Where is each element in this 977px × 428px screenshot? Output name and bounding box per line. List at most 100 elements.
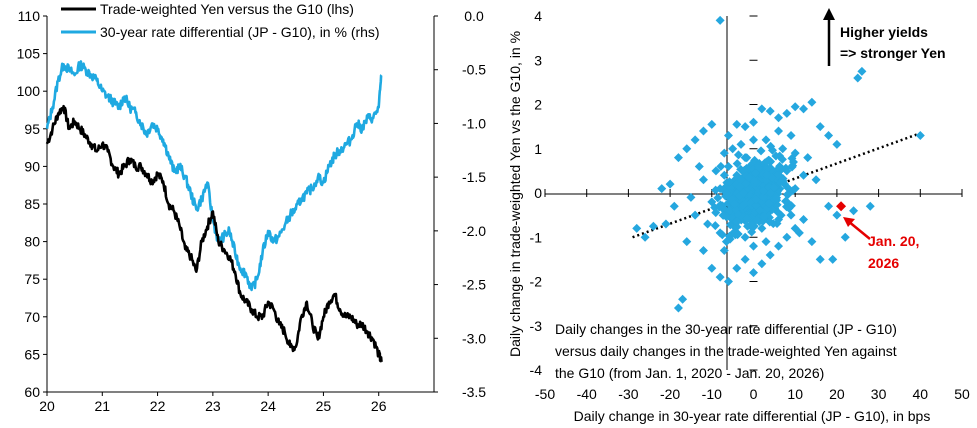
scatter-point — [736, 139, 746, 149]
scatter-x-tick-label: 20 — [829, 386, 845, 402]
right-y-tick-labels: 0.0 -0.5 -1.0 -1.5 -2.0 -2.5 -3.0 -3.5 — [434, 8, 486, 400]
legend-label-yen: Trade-weighted Yen versus the G10 (lhs) — [100, 1, 354, 17]
left-y-tick-label: 105 — [17, 46, 41, 62]
scatter-point — [661, 219, 671, 229]
scatter-point — [799, 104, 809, 114]
left-y-tick-label: 70 — [24, 309, 40, 325]
scatter-point — [794, 228, 804, 238]
higher-yields-label: Higher yields — [840, 24, 928, 40]
scatter-point — [682, 144, 692, 154]
scatter-point — [718, 210, 728, 220]
left-y-tick-label: 110 — [18, 8, 41, 24]
highlight-arrow — [847, 220, 871, 240]
scatter-point — [690, 210, 700, 220]
scatter-point — [815, 254, 825, 264]
scatter-y-tick-label: 0 — [534, 185, 542, 201]
scatter-point — [782, 232, 792, 242]
scatter-point — [824, 201, 834, 211]
scatter-point — [915, 130, 925, 140]
scatter-point — [751, 195, 761, 205]
scatter-point — [648, 221, 658, 231]
scatter-point — [665, 179, 675, 189]
scatter-point — [698, 126, 708, 136]
scatter-x-tick-label: -20 — [660, 386, 680, 402]
x-tick-labels: 20 21 22 23 24 25 26 — [39, 392, 387, 414]
scatter-y-tick-label: -3 — [530, 318, 543, 334]
scatter-point — [710, 221, 720, 231]
scatter-y-axis-title: Daily change in trade-weighted Yen vs th… — [507, 31, 523, 357]
scatter-point — [765, 106, 775, 116]
scatter-point — [757, 259, 767, 269]
scatter-x-tick-label: -40 — [577, 386, 597, 402]
scatter-point — [749, 268, 758, 278]
left-y-tick-labels: 60 65 70 75 80 85 90 95 100 105 110 — [17, 8, 47, 400]
scatter-point — [865, 201, 875, 211]
scatter-point — [728, 144, 738, 154]
scatter-point — [756, 146, 766, 156]
series-line-rate-differential — [45, 60, 383, 292]
scatter-y-tick-label: -1 — [530, 229, 543, 245]
scatter-point — [742, 153, 752, 163]
left-y-tick-label: 95 — [24, 121, 40, 137]
scatter-point — [742, 214, 752, 224]
scatter-x-tick-label: 50 — [954, 386, 970, 402]
scatter-point — [749, 135, 758, 145]
scatter-point — [807, 237, 817, 247]
scatter-point-highlight — [836, 201, 847, 212]
scatter-point — [840, 232, 850, 242]
scatter-point — [832, 210, 842, 220]
x-tick-label: 22 — [150, 398, 166, 414]
highlight-date-label: Jan. 20, — [868, 233, 919, 249]
scatter-point — [761, 135, 771, 145]
note-line-2: versus daily changes in the trade-weight… — [555, 343, 897, 359]
scatter-point — [694, 161, 704, 171]
scatter-point — [757, 104, 767, 114]
right-y-tick-label: -3.0 — [462, 330, 486, 346]
scatter-point — [732, 217, 742, 227]
scatter-point — [747, 220, 757, 230]
x-tick-label: 24 — [260, 398, 276, 414]
scatter-point — [686, 192, 696, 202]
scatter-point — [632, 223, 642, 233]
scatter-point — [673, 303, 683, 313]
scatter-point — [723, 277, 733, 286]
scatter-point — [761, 237, 771, 247]
scatter-x-tick-label: 30 — [871, 386, 887, 402]
scatter-x-tick-label: -50 — [535, 386, 555, 402]
scatter-point — [741, 179, 751, 189]
scatter-point — [775, 161, 785, 171]
scatter-point — [765, 250, 775, 260]
right-y-tick-label: -1.5 — [462, 169, 486, 185]
scatter-point — [682, 237, 692, 247]
series-line-trade-weighted-yen — [45, 104, 383, 363]
scatter-point — [782, 108, 792, 118]
scatter-point — [703, 219, 713, 229]
scatter-point — [765, 217, 775, 227]
left-y-tick-label: 100 — [17, 83, 41, 99]
left-y-tick-label: 80 — [24, 234, 40, 250]
x-tick-label: 26 — [371, 398, 387, 414]
scatter-point — [715, 15, 725, 25]
scatter-point — [767, 145, 777, 155]
left-chart: 60 65 70 75 80 85 90 95 100 105 110 0.0 -0.5 -1.0 -1.… — [17, 1, 487, 414]
scatter-point — [724, 177, 734, 187]
right-y-tick-label: 0.0 — [464, 8, 484, 24]
scatter-point — [640, 232, 650, 242]
scatter-point — [799, 215, 809, 225]
scatter-point — [719, 246, 729, 256]
scatter-point — [849, 206, 859, 216]
scatter-point — [815, 122, 825, 132]
scatter-point — [786, 201, 796, 211]
scatter-point — [721, 237, 731, 247]
scatter-point — [747, 227, 757, 237]
scatter-point — [711, 185, 721, 195]
legend-label-rate: 30-year rate differential (JP - G10), in… — [100, 24, 380, 40]
scatter-y-tick-label: -2 — [530, 274, 543, 290]
scatter-x-tick-label: 10 — [787, 386, 803, 402]
note-line-3: the G10 (from Jan. 1, 2020 - Jan. 20, 20… — [555, 365, 824, 381]
scatter-x-tick-label: -30 — [618, 386, 638, 402]
scatter-x-tick-label: -10 — [702, 386, 722, 402]
stronger-yen-label: => stronger Yen — [840, 45, 946, 61]
scatter-point — [711, 208, 721, 218]
